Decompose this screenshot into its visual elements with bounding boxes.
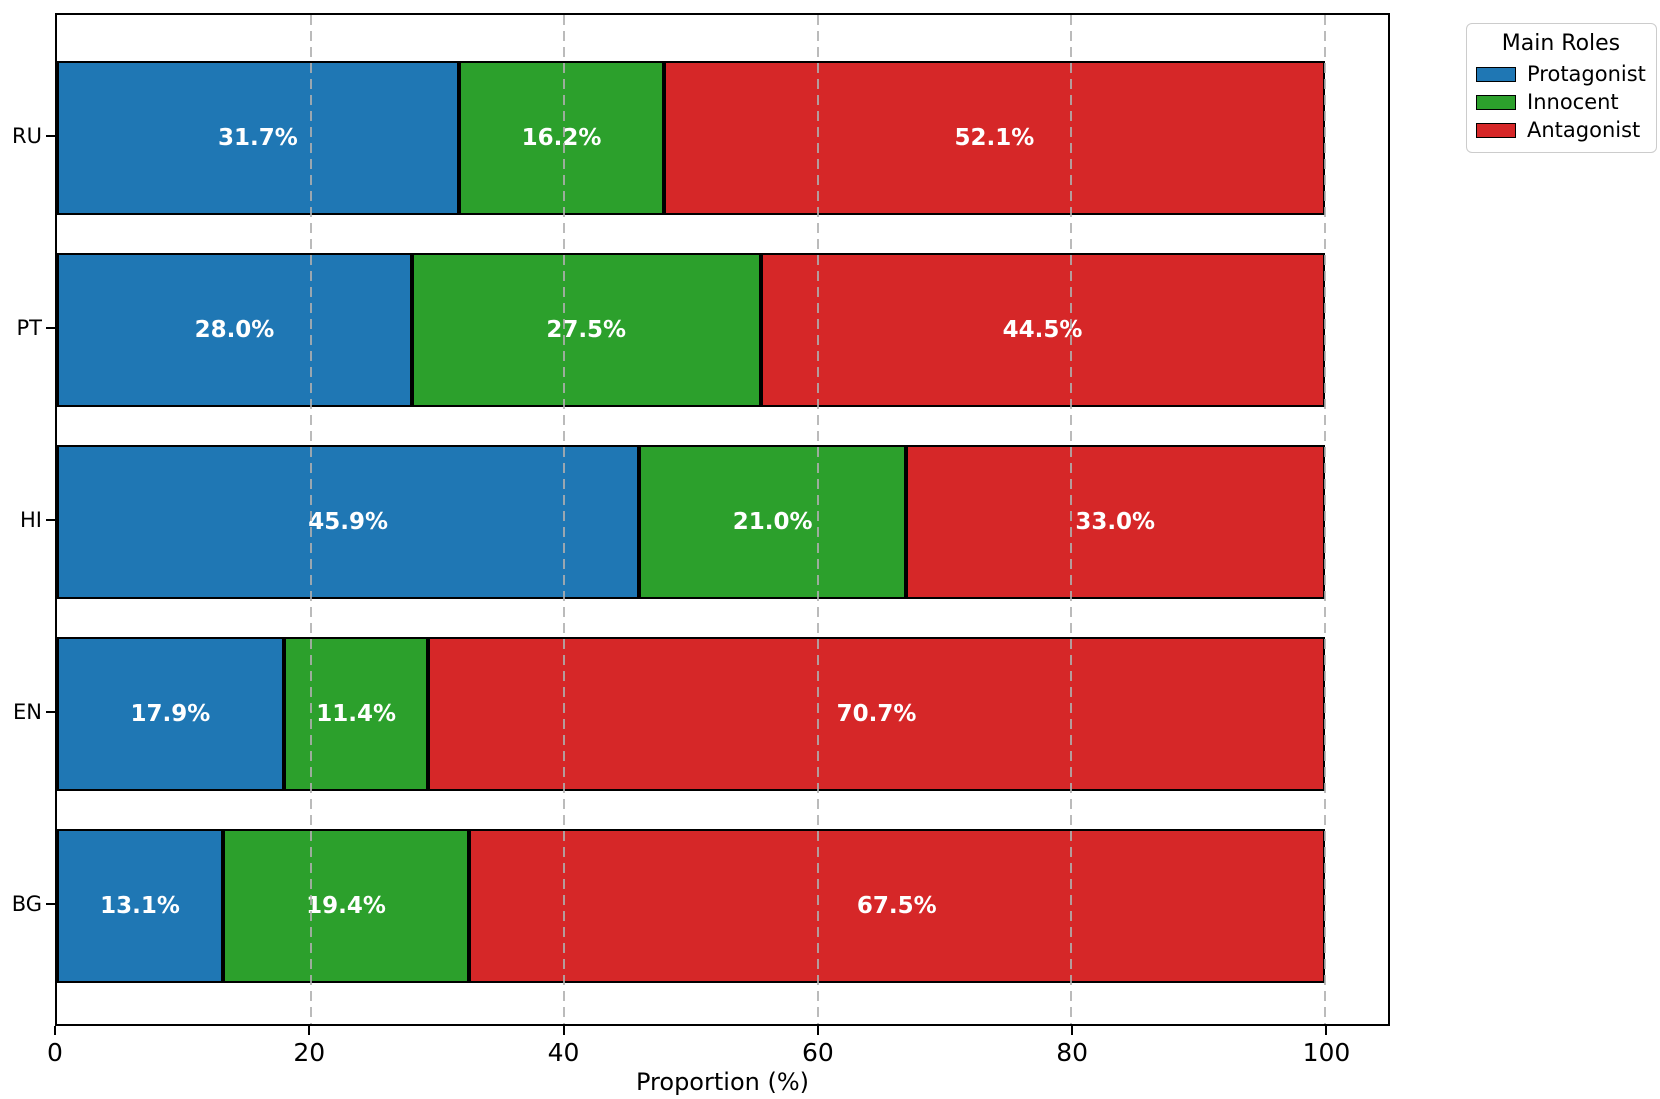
legend-swatch-innocent bbox=[1476, 94, 1516, 110]
bar-segment-hi-innocent: 21.0% bbox=[639, 445, 906, 599]
legend-label: Protagonist bbox=[1527, 62, 1646, 86]
y-tick-label-hi: HI bbox=[20, 508, 42, 532]
bar-segment-bg-antagonist: 67.5% bbox=[468, 829, 1325, 983]
x-tick-mark-0 bbox=[54, 1026, 56, 1035]
bar-row-hi: 45.9% 21.0% 33.0% bbox=[57, 445, 1325, 599]
bar-row-ru: 31.7% 16.2% 52.1% bbox=[57, 61, 1325, 215]
legend-entry-protagonist: Protagonist bbox=[1476, 60, 1646, 88]
plot-area: 31.7% 16.2% 52.1% 28.0% 27.5% 44.5% 45.9% 21.0%… bbox=[55, 13, 1390, 1026]
bar-value-label: 28.0% bbox=[194, 317, 275, 343]
bar-segment-pt-antagonist: 44.5% bbox=[760, 253, 1325, 407]
x-tick-label-20: 20 bbox=[293, 1038, 326, 1067]
y-tick-mark-bg bbox=[46, 903, 55, 905]
legend-entries: Protagonist Innocent Antagonist bbox=[1476, 60, 1646, 144]
bar-value-label: 27.5% bbox=[546, 317, 627, 343]
x-tick-mark-20 bbox=[308, 1026, 311, 1035]
x-tick-label-100: 100 bbox=[1302, 1038, 1351, 1067]
bar-segment-ru-antagonist: 52.1% bbox=[664, 61, 1325, 215]
legend-entry-antagonist: Antagonist bbox=[1476, 116, 1646, 144]
x-axis-title: Proportion (%) bbox=[636, 1068, 809, 1096]
bar-value-label: 17.9% bbox=[130, 701, 211, 727]
legend-label: Innocent bbox=[1527, 90, 1619, 114]
bar-value-label: 13.1% bbox=[100, 893, 180, 919]
bar-segment-pt-innocent: 27.5% bbox=[411, 253, 761, 407]
y-tick-mark-pt bbox=[46, 327, 55, 329]
x-tick-mark-80 bbox=[1071, 1026, 1074, 1035]
gridline-x-80 bbox=[1070, 15, 1073, 1024]
bar-segment-ru-innocent: 16.2% bbox=[458, 61, 665, 215]
bar-value-label: 16.2% bbox=[521, 125, 602, 151]
bar-value-label: 70.7% bbox=[836, 701, 917, 727]
bar-value-label: 21.0% bbox=[732, 509, 813, 535]
y-tick-label-pt: PT bbox=[16, 316, 43, 340]
y-tick-label-ru: RU bbox=[12, 124, 42, 148]
y-tick-mark-hi bbox=[46, 519, 55, 521]
bar-segment-pt-protagonist: 28.0% bbox=[57, 253, 412, 407]
legend-swatch-protagonist bbox=[1476, 66, 1516, 82]
x-tick-mark-100 bbox=[1325, 1026, 1328, 1035]
x-tick-label-60: 60 bbox=[801, 1038, 834, 1067]
gridline-x-100 bbox=[1323, 15, 1326, 1024]
bar-segment-bg-protagonist: 13.1% bbox=[57, 829, 224, 983]
bar-segment-hi-antagonist: 33.0% bbox=[905, 445, 1325, 599]
y-tick-label-bg: BG bbox=[11, 892, 42, 916]
bar-row-pt: 28.0% 27.5% 44.5% bbox=[57, 253, 1325, 407]
x-tick-label-0: 0 bbox=[47, 1038, 63, 1067]
legend-title: Main Roles bbox=[1501, 31, 1621, 56]
legend-entry-innocent: Innocent bbox=[1476, 88, 1646, 116]
bar-segment-en-innocent: 11.4% bbox=[283, 637, 429, 791]
x-tick-mark-60 bbox=[816, 1026, 819, 1035]
y-tick-label-en: EN bbox=[13, 700, 42, 724]
bar-segment-ru-protagonist: 31.7% bbox=[57, 61, 459, 215]
bar-value-label: 45.9% bbox=[308, 509, 389, 535]
x-tick-mark-40 bbox=[562, 1026, 565, 1035]
bar-value-label: 52.1% bbox=[954, 125, 1035, 151]
legend-swatch-antagonist bbox=[1476, 122, 1516, 138]
x-tick-label-80: 80 bbox=[1056, 1038, 1089, 1067]
bar-segment-en-protagonist: 17.9% bbox=[57, 637, 284, 791]
bar-value-label: 44.5% bbox=[1002, 317, 1083, 343]
gridline-x-20 bbox=[309, 15, 312, 1024]
bar-value-label: 11.4% bbox=[316, 701, 397, 727]
y-tick-mark-ru bbox=[46, 135, 55, 137]
bar-row-en: 17.9% 11.4% 70.7% bbox=[57, 637, 1325, 791]
y-tick-mark-en bbox=[46, 711, 55, 713]
bar-value-label: 19.4% bbox=[306, 893, 386, 919]
x-tick-label-40: 40 bbox=[547, 1038, 580, 1067]
bar-value-label: 33.0% bbox=[1075, 509, 1156, 535]
legend: Main Roles Protagonist Innocent Antagonist bbox=[1466, 23, 1657, 153]
bar-segment-bg-innocent: 19.4% bbox=[223, 829, 469, 983]
bar-value-label: 67.5% bbox=[856, 893, 937, 919]
bar-segment-en-antagonist: 70.7% bbox=[428, 637, 1325, 791]
legend-label: Antagonist bbox=[1527, 118, 1641, 142]
gridline-x-40 bbox=[563, 15, 566, 1024]
gridline-x-60 bbox=[816, 15, 819, 1024]
bar-segment-hi-protagonist: 45.9% bbox=[57, 445, 640, 599]
bar-row-bg: 13.1% 19.4% 67.5% bbox=[57, 829, 1325, 983]
bar-value-label: 31.7% bbox=[218, 125, 298, 151]
